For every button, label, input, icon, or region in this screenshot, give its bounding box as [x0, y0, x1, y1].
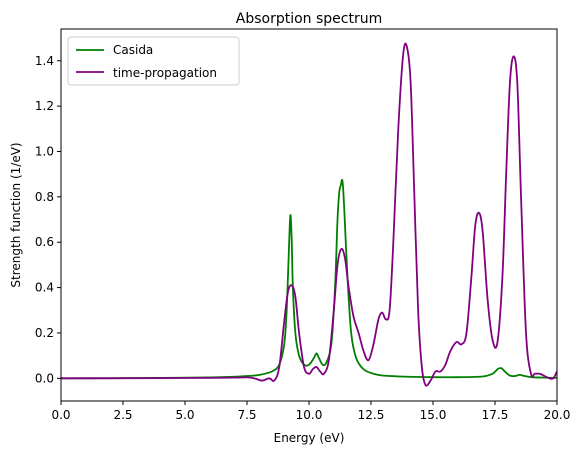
y-axis-label: Strength function (1/eV)	[9, 142, 23, 287]
y-tick-label: 1.2	[35, 99, 54, 113]
x-axis-label: Energy (eV)	[274, 431, 345, 445]
x-tick-label: 17.5	[482, 408, 509, 422]
legend-label-time-propagation: time-propagation	[113, 66, 217, 80]
x-tick-label: 20.0	[544, 408, 571, 422]
y-tick-label: 1.0	[35, 144, 54, 158]
legend-box	[67, 36, 240, 86]
chart-title: Absorption spectrum	[236, 11, 382, 27]
y-tick-label: 1.4	[35, 54, 54, 68]
x-tick-label: 5.0	[175, 408, 194, 422]
y-tick-label: 0.6	[35, 235, 54, 249]
y-tick-label: 0.2	[35, 326, 54, 340]
legend: Casida time-propagation	[67, 36, 240, 86]
y-tick-label: 0.0	[35, 371, 54, 385]
legend-label-casida: Casida	[113, 43, 153, 57]
plot-area	[60, 28, 558, 402]
x-tick-label: 12.5	[358, 408, 385, 422]
x-tick-label: 10.0	[296, 408, 323, 422]
y-tick-label: 0.4	[35, 281, 54, 295]
x-tick-label: 7.5	[237, 408, 256, 422]
x-tick-label: 2.5	[113, 408, 132, 422]
series-line-time-propagation	[61, 42, 557, 387]
x-tick-label: 15.0	[420, 408, 447, 422]
y-axis: 0.0 0.2 0.4 0.6 0.8 1.0 1.2 1.4	[35, 54, 61, 385]
series-layer	[61, 42, 557, 387]
x-axis: 0.0 2.5 5.0 7.5 10.0 12.5 15.0 17.5 20.0	[51, 401, 570, 422]
series-line-casida	[61, 178, 557, 380]
y-tick-label: 0.8	[35, 190, 54, 204]
plot-background	[61, 29, 557, 401]
x-tick-label: 0.0	[51, 408, 70, 422]
